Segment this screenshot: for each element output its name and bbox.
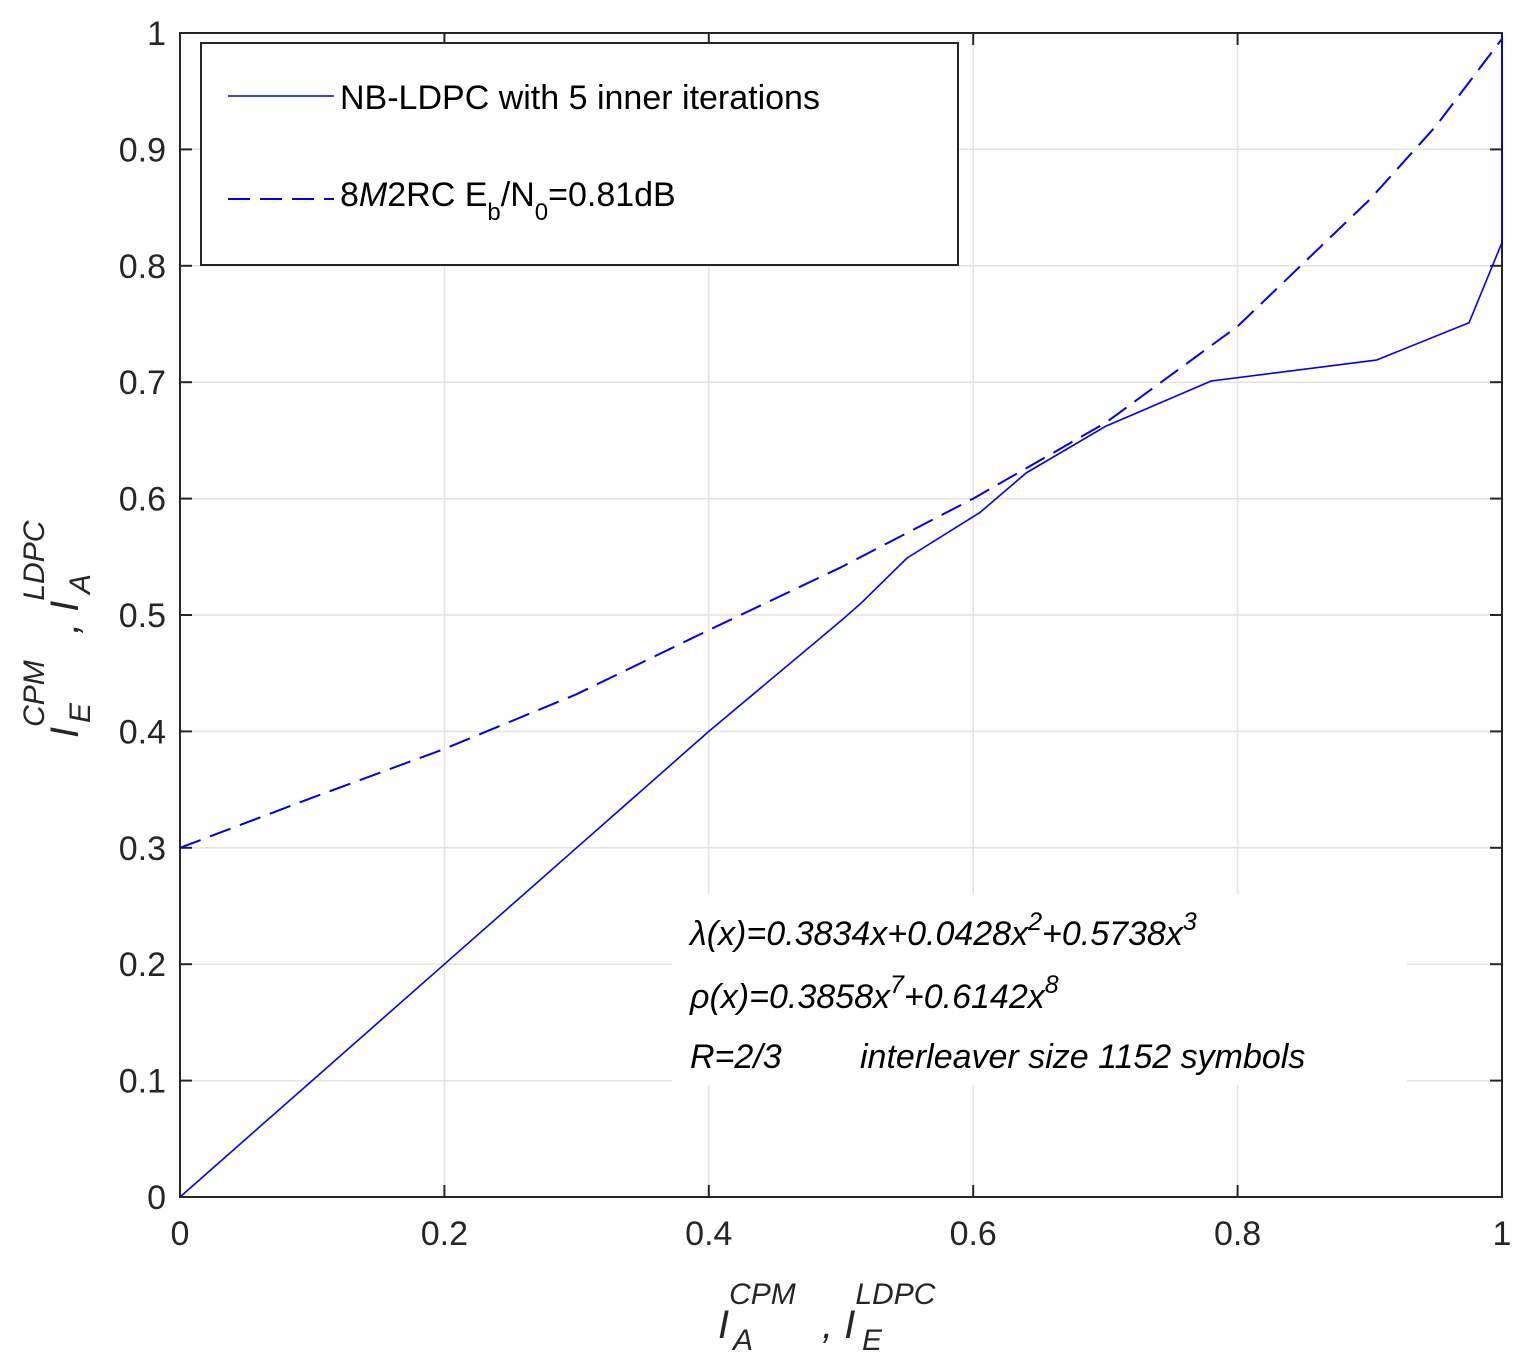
legend-entry-cpm-sub2: 0 (535, 199, 548, 226)
rho-power-2: 8 (1045, 971, 1059, 999)
rho-part-a: (x)=0.3858x (709, 978, 890, 1016)
y-label-sub1: E (64, 702, 97, 723)
x-axis-label: ICPM A, ILDPC E (718, 1278, 936, 1357)
y-tick-label: 0.5 (119, 597, 166, 635)
y-tick-label: 0.3 (119, 830, 166, 868)
x-label-sup1: CPM (729, 1278, 796, 1311)
y-tick-label: 0.9 (119, 131, 166, 169)
series-line-8m2rc (179, 38, 1503, 849)
y-tick-label: 1 (147, 15, 166, 53)
lambda-symbol: λ (688, 915, 707, 953)
y-tick-label: 0.7 (119, 364, 166, 402)
rho-symbol: ρ (689, 978, 709, 1016)
annotation-rho: ρ(x)=0.3858x7+0.6142x8 (689, 971, 1059, 1016)
x-tick-label: 0.2 (421, 1215, 468, 1253)
rho-power-1: 7 (890, 971, 905, 999)
grid-lines (180, 33, 1502, 1197)
rho-part-b: +0.6142x (904, 978, 1046, 1016)
x-tick-label: 0.8 (1214, 1215, 1261, 1253)
x-tick-label: 1 (1493, 1215, 1512, 1253)
y-tick-label: 0 (147, 1179, 166, 1217)
y-axis-label-group: ICPM E, ILDPC A (18, 520, 97, 738)
legend-entry-cpm-sub1: b (487, 199, 500, 226)
lambda-part-a: (x)=0.3834x+0.0428x (707, 915, 1029, 953)
x-tick-label: 0.6 (950, 1215, 997, 1253)
lambda-power-2: 3 (1183, 908, 1197, 936)
legend-box (200, 42, 959, 266)
annotation-lambda: λ(x)=0.3834x+0.0428x2+0.5738x3 (688, 908, 1197, 953)
annotation-interleaver: interleaver size 1152 symbols (860, 1038, 1305, 1076)
y-label-i1: I (43, 727, 87, 738)
x-tick-label: 0 (171, 1215, 190, 1253)
series-line-nb-ldpc (179, 33, 1503, 1198)
legend-entry-cpm-post: =0.81dB (548, 176, 676, 214)
y-tick-label: 0.4 (119, 713, 166, 751)
legend-entry-cpm-mid: 2RC E (387, 176, 487, 214)
y-label-sup2: LDPC (18, 520, 51, 600)
y-tick-label: 0.1 (119, 1063, 166, 1101)
y-tick-label: 0.8 (119, 248, 166, 286)
y-axis-label: ICPM E, ILDPC A (18, 520, 97, 738)
x-tick-label: 0.4 (685, 1215, 732, 1253)
y-label-sep: , (43, 612, 87, 634)
y-label-i2: I (43, 601, 87, 612)
legend-entry-cpm-pre: 8 (340, 176, 359, 214)
x-label-sep: , (822, 1303, 844, 1347)
x-label-sub2: E (862, 1324, 883, 1357)
legend-entry-cpm-slash: /N (501, 176, 535, 214)
y-label-sub2: A (64, 574, 97, 596)
annotation-background (672, 895, 1407, 1085)
x-label-sub1: A (731, 1324, 753, 1357)
x-label-sup2: LDPC (855, 1278, 935, 1311)
x-label-i2: I (844, 1303, 855, 1347)
legend-entry-ldpc: NB-LDPC with 5 inner iterations (340, 79, 820, 117)
legend-entry-cpm: 8M2RC Eb/N0=0.81dB (340, 176, 676, 226)
x-label-i1: I (718, 1303, 729, 1347)
series-group (179, 33, 1503, 1198)
lambda-part-b: +0.5738x (1042, 915, 1184, 953)
lambda-power-1: 2 (1027, 908, 1042, 936)
annotation-block: λ(x)=0.3834x+0.0428x2+0.5738x3 ρ(x)=0.38… (672, 895, 1407, 1085)
y-tick-label: 0.6 (119, 481, 166, 519)
annotation-rate: R=2/3 (690, 1038, 782, 1076)
legend-entry-cpm-m: M (359, 176, 388, 214)
y-label-sup1: CPM (18, 660, 51, 727)
y-tick-label: 0.2 (119, 946, 166, 984)
legend: NB-LDPC with 5 inner iterations 8M2RC Eb… (200, 42, 959, 266)
